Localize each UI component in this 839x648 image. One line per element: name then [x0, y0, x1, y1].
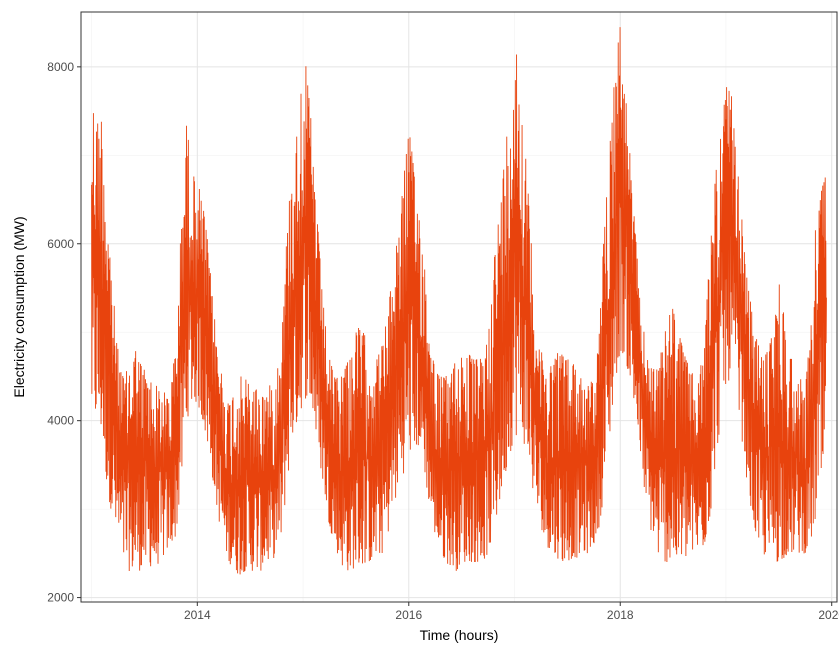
grid [81, 12, 837, 602]
x-tick-label: 2016 [395, 608, 422, 622]
x-axis: 2014 2016 2018 2020 [184, 602, 839, 622]
panel-border [80, 11, 838, 603]
x-tick-label: 2014 [184, 608, 211, 622]
consumption-series-line [91, 27, 827, 575]
y-axis-title: Electricity consumption (MW) [11, 216, 27, 397]
x-axis-title: Time (hours) [420, 627, 499, 643]
y-tick-label: 2000 [47, 591, 74, 605]
y-axis: 2000 4000 6000 8000 [47, 60, 81, 605]
x-tick-label: 2018 [607, 608, 634, 622]
y-tick-label: 4000 [47, 414, 74, 428]
x-tick-label: 2020 [818, 608, 839, 622]
series-layer [91, 27, 827, 575]
y-tick-label: 8000 [47, 60, 74, 74]
y-tick-label: 6000 [47, 237, 74, 251]
